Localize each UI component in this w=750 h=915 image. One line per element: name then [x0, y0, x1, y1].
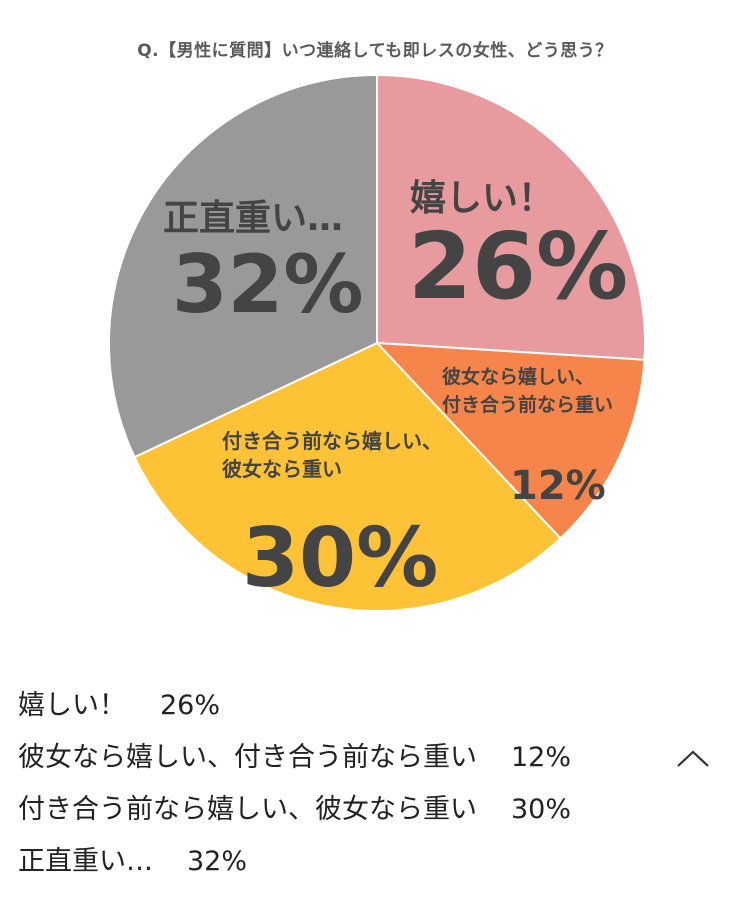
legend-item: 付き合う前なら嬉しい、彼女なら重い 30%	[18, 784, 571, 836]
pie-slice-girlfriend-ok	[374, 341, 646, 540]
slice-label-before-dating-ok: 付き合う前なら嬉しい、	[222, 429, 442, 453]
legend-label: 彼女なら嬉しい、付き合う前なら重い	[18, 742, 477, 773]
slice-value-honestly-heavy: 32%	[172, 238, 363, 331]
legend-value: 26%	[160, 690, 221, 721]
legend-item: 嬉しい！ 26%	[18, 680, 571, 732]
pie-slice-honestly-heavy	[108, 73, 378, 459]
slice-label-girlfriend-ok: 付き合う前なら重い	[442, 393, 613, 416]
legend-item: 彼女なら嬉しい、付き合う前なら重い 12%	[18, 732, 571, 784]
legend-value: 30%	[511, 794, 572, 825]
slice-label-honestly-heavy: 正直重い…	[163, 198, 343, 239]
slice-value-girlfriend-ok: 12%	[510, 463, 606, 509]
legend-value: 32%	[187, 846, 248, 877]
chevron-up-icon	[677, 750, 709, 767]
legend-label: 正直重い…	[18, 846, 153, 877]
slice-label-girlfriend-ok: 彼女なら嬉しい、	[442, 365, 594, 388]
legend-value: 12%	[511, 742, 572, 773]
legend-label: 嬉しい！	[18, 690, 126, 721]
chart-title: Q.【男性に質問】いつ連絡しても即レスの女性、どう思う？	[137, 41, 613, 61]
pie-slice-before-dating-ok	[133, 341, 562, 612]
slice-value-before-dating-ok: 30%	[242, 511, 438, 606]
slice-value-happy: 26%	[408, 213, 628, 320]
slice-label-happy: 嬉しい！	[410, 178, 554, 219]
legend-label: 付き合う前なら嬉しい、彼女なら重い	[18, 794, 477, 825]
collapse-toggle-button[interactable]	[670, 738, 716, 778]
legend-item: 正直重い… 32%	[18, 836, 571, 888]
slice-label-before-dating-ok: 彼女なら重い	[222, 457, 342, 481]
pie-chart: 嬉しい！26% 彼女なら嬉しい、付き合う前なら重い 12% 付き合う前なら嬉しい、彼女…	[108, 73, 646, 612]
pie-slice-happy	[376, 73, 646, 361]
legend-list: 嬉しい！ 26% 彼女なら嬉しい、付き合う前なら重い 12% 付き合う前なら嬉しい、…	[18, 680, 571, 888]
